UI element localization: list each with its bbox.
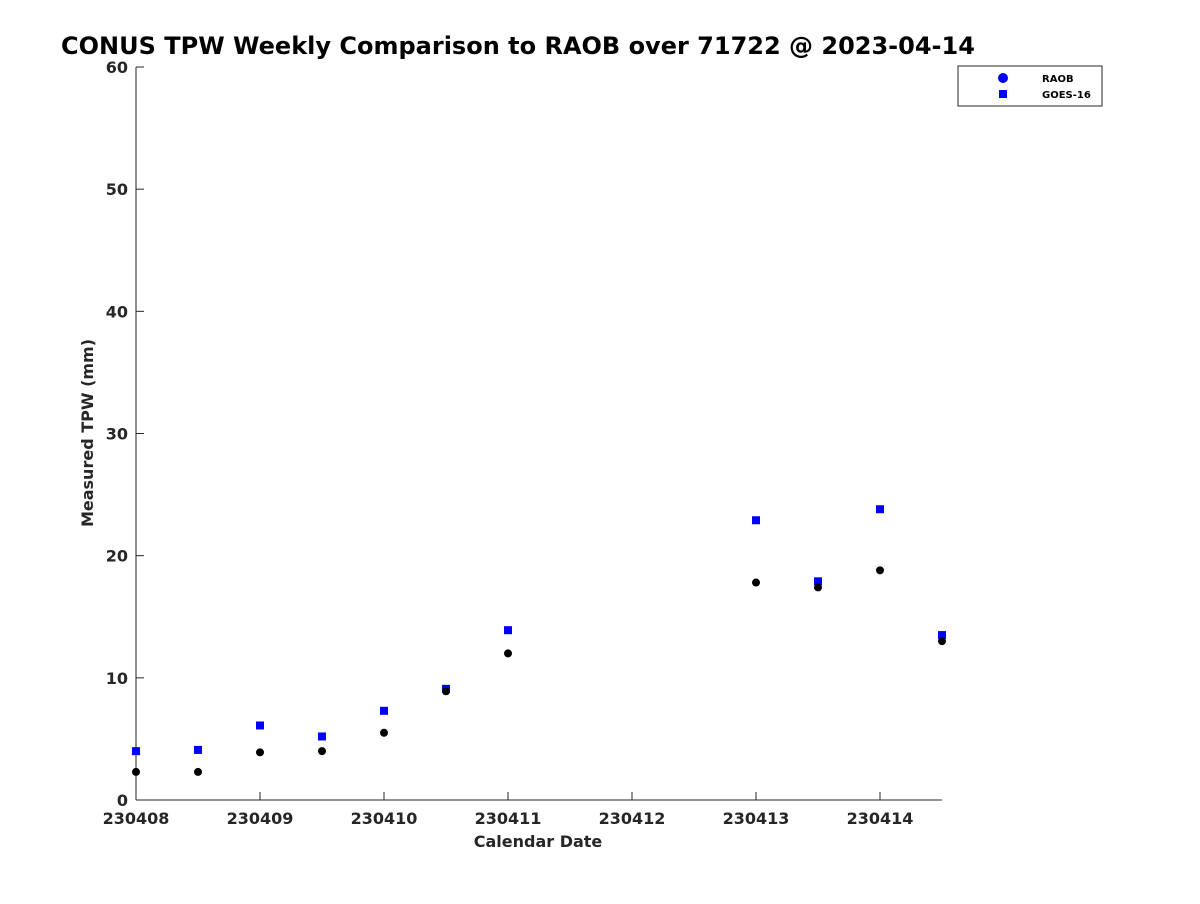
goes-16-point [132,747,140,756]
raob-point [814,583,822,592]
goes-16-point [938,631,946,640]
goes-16-point [256,721,264,730]
raob-point [504,649,512,658]
goes-16-point [876,505,884,514]
y-tick-label: 30 [106,425,128,444]
x-tick-label: 230410 [351,809,418,828]
legend-label-goes-16: GOES-16 [1042,90,1091,101]
y-tick-label: 10 [106,669,128,688]
x-tick-label: 230414 [847,809,914,828]
legend: RAOB GOES-16 [957,65,1103,107]
goes-16-point [814,577,822,586]
raob-point [256,748,264,757]
raob-point [380,728,388,737]
goes-16-point [194,745,202,754]
goes-16-point [752,516,760,525]
y-tick-label: 20 [106,547,128,566]
x-tick-label: 230409 [227,809,294,828]
x-tick-label: 230411 [475,809,542,828]
x-tick-label: 230412 [599,809,666,828]
raob-point [132,767,140,776]
y-tick-label: 40 [106,302,128,321]
goes-16-point [318,732,326,741]
raob-point [194,767,202,776]
goes-16-point [380,706,388,715]
y-tick-label: 60 [106,58,128,77]
raob-point [318,747,326,756]
legend-marker-goes-16 [999,90,1007,98]
raob-point [938,637,946,646]
plot-area: 0 10 20 30 40 50 60 230408 230409 230410 230411 230… [103,58,946,828]
y-tick-label: 0 [117,791,128,810]
legend-label-raob: RAOB [1042,74,1074,85]
raob-point [752,578,760,587]
goes-16-point [504,626,512,635]
legend-marker-raob [998,73,1008,83]
y-axis-label: Measured TPW (mm) [78,339,97,527]
legend-box [957,65,1103,107]
x-tick-label: 230408 [103,809,170,828]
x-axis-label: Calendar Date [474,832,603,851]
raob-point [442,687,450,696]
chart-title: CONUS TPW Weekly Comparison to RAOB over… [61,32,975,60]
raob-point [876,566,884,575]
x-tick-label: 230413 [723,809,790,828]
y-tick-label: 50 [106,180,128,199]
